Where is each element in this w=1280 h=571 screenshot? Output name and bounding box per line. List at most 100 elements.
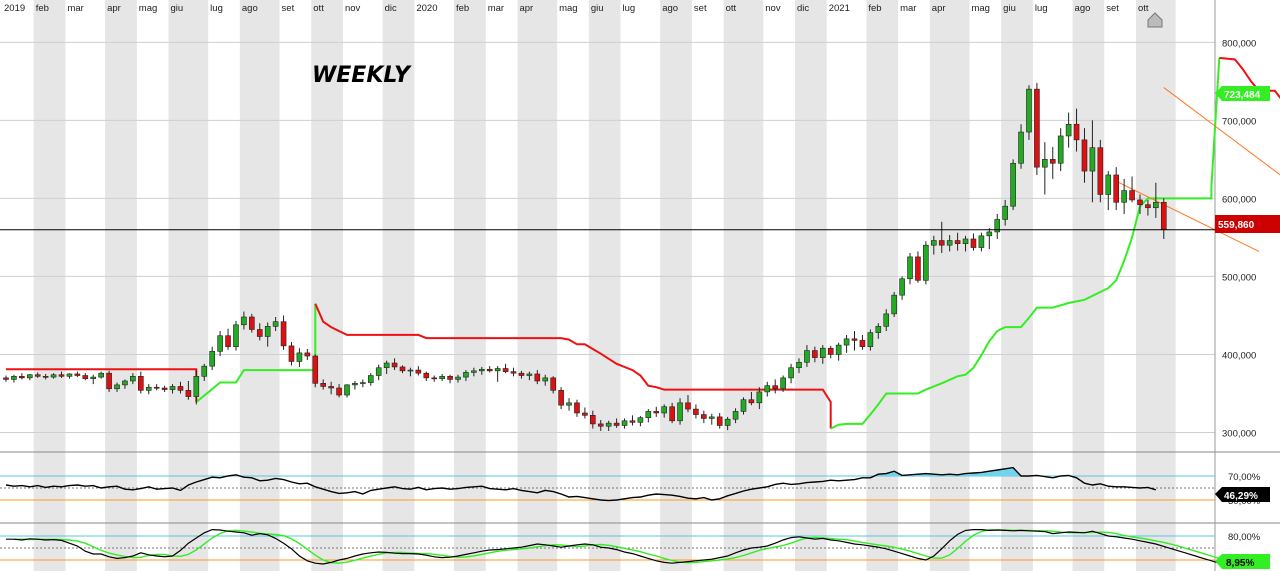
candle-body — [1129, 190, 1135, 201]
candle-body — [637, 417, 644, 423]
price-tick-label: 600,000 — [1222, 194, 1256, 205]
candle — [534, 370, 541, 385]
candle — [98, 371, 104, 379]
candle-body — [867, 332, 874, 347]
candle — [42, 373, 49, 380]
candle — [804, 345, 810, 367]
month-label: ott — [1138, 3, 1149, 14]
candle-body — [201, 365, 208, 377]
candle-body — [272, 321, 279, 327]
candle-body — [82, 375, 89, 379]
candle — [796, 358, 802, 374]
candle — [304, 348, 311, 360]
candle — [558, 387, 564, 410]
candle — [233, 320, 239, 351]
candle — [835, 342, 842, 361]
candle-body — [328, 386, 334, 389]
candle-body — [502, 368, 509, 372]
candle-body — [1049, 159, 1056, 164]
candle — [256, 323, 263, 341]
candle — [970, 233, 977, 251]
candle — [336, 384, 342, 398]
month-label: lug — [1035, 3, 1048, 14]
candle — [399, 365, 406, 374]
candle — [1105, 171, 1112, 211]
candle — [566, 398, 572, 411]
candle-body — [1057, 135, 1064, 164]
month-label: lug — [623, 3, 636, 14]
candle — [1002, 199, 1008, 226]
candle — [708, 413, 715, 425]
month-band — [1001, 0, 1033, 571]
candle-body — [907, 256, 913, 280]
candle — [701, 410, 707, 424]
candle — [1034, 82, 1040, 175]
candle-body — [994, 219, 1001, 233]
candle — [185, 380, 192, 400]
month-band — [517, 0, 558, 571]
month-label: ago — [1075, 3, 1091, 14]
month-label: mag — [139, 3, 157, 14]
month-label: feb — [36, 3, 49, 14]
candle-body — [1121, 190, 1127, 203]
candle-body — [661, 406, 667, 414]
candle-body — [114, 384, 120, 390]
stoch-band-label: 80,00% — [1228, 532, 1261, 543]
rsi-band-label: 70,00% — [1228, 472, 1261, 483]
candle — [931, 235, 937, 255]
channel-line — [1115, 180, 1260, 252]
candle — [962, 235, 969, 252]
candle-body — [455, 376, 461, 380]
month-label: giu — [171, 3, 184, 14]
candle-body — [26, 374, 33, 379]
candle-body — [629, 420, 636, 423]
candle — [193, 370, 200, 405]
candle-body — [312, 355, 319, 384]
candle — [645, 409, 652, 423]
candle — [740, 397, 747, 415]
candle-body — [360, 382, 366, 384]
candle-body — [843, 338, 850, 346]
candle — [510, 367, 517, 377]
candle-body — [978, 235, 985, 248]
channel-line — [1163, 87, 1280, 176]
candle-body — [344, 384, 350, 396]
stop-line-up — [830, 57, 1221, 430]
scroll-up-icon[interactable] — [1147, 12, 1163, 28]
candle — [1145, 199, 1151, 216]
candle-body — [788, 367, 794, 379]
month-label: giu — [1003, 3, 1016, 14]
candle — [1089, 120, 1096, 203]
candle — [938, 221, 945, 254]
candle-body — [891, 294, 897, 315]
candle-body — [534, 373, 541, 382]
candle-body — [233, 324, 239, 347]
candle — [3, 375, 9, 382]
candle — [669, 402, 675, 424]
candle-body — [510, 371, 517, 374]
candle-body — [859, 340, 866, 347]
candle — [994, 213, 1001, 239]
candle-body — [542, 377, 549, 382]
candle-body — [645, 411, 652, 418]
month-label: feb — [456, 3, 469, 14]
candle — [478, 366, 485, 375]
candle — [447, 374, 453, 384]
candle-body — [494, 368, 501, 372]
candle-body — [653, 411, 660, 414]
candle-body — [106, 372, 112, 390]
candle-body — [962, 238, 969, 244]
candle-body — [98, 372, 104, 378]
candle-body — [748, 399, 755, 404]
candle — [843, 334, 850, 353]
month-label: set — [694, 3, 707, 14]
candle-body — [161, 387, 168, 390]
candle — [217, 331, 223, 357]
price-axis-area — [1215, 0, 1280, 571]
candle — [788, 363, 794, 384]
candle-body — [463, 372, 469, 378]
candle — [272, 316, 279, 332]
candle — [463, 370, 469, 381]
candle — [26, 373, 33, 381]
